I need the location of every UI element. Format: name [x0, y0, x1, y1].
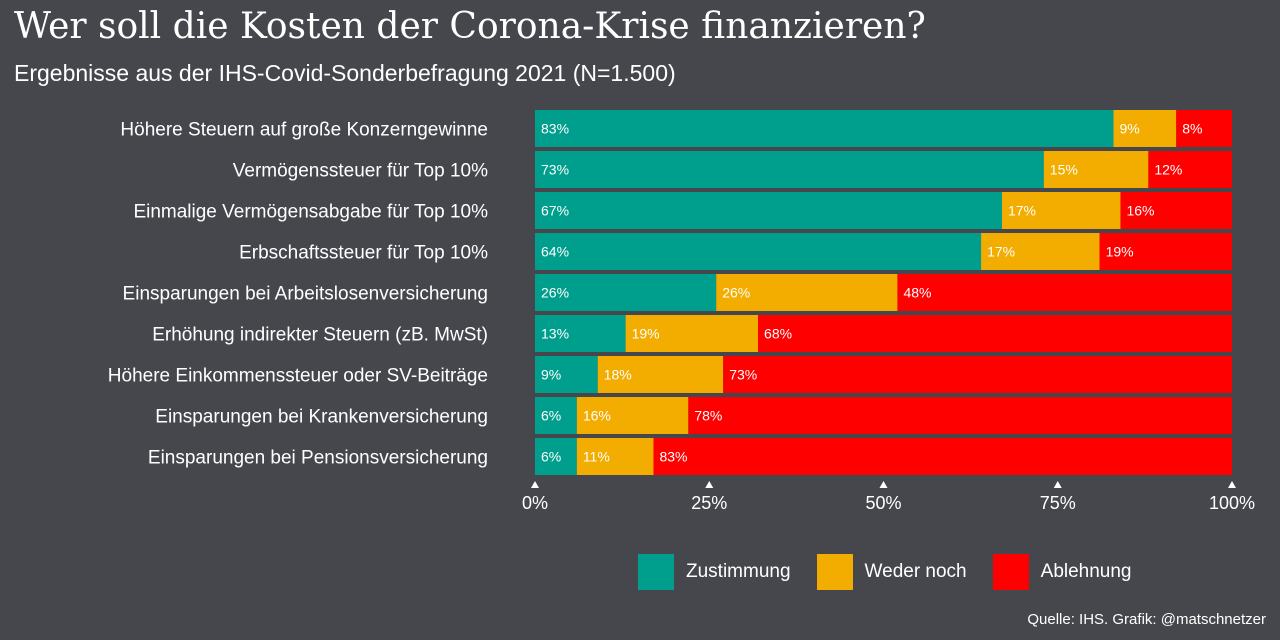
data-label: 73%	[541, 162, 569, 178]
data-label: 83%	[541, 121, 569, 137]
bar-segment-weder-noch	[576, 397, 689, 434]
data-label: 26%	[541, 285, 569, 301]
legend-item-ablehnung: Ablehnung	[992, 554, 1132, 590]
tick-mark	[531, 481, 539, 488]
data-label: 15%	[1050, 162, 1078, 178]
bar-segment-weder-noch	[716, 274, 898, 311]
data-label: 9%	[541, 367, 561, 383]
bar-segment-ablehnung	[1120, 192, 1232, 229]
tick-mark	[879, 481, 888, 488]
tick-mark	[1228, 481, 1236, 488]
bar-segment-weder-noch	[1113, 110, 1177, 147]
chart-subtitle: Ergebnisse aus der IHS-Covid-Sonderbefra…	[14, 60, 676, 86]
category-label: Einmalige Vermögensabgabe für Top 10%	[133, 202, 488, 223]
data-label: 17%	[987, 244, 1015, 260]
legend-label-weder-noch: Weder noch	[864, 561, 967, 582]
category-label: Einsparungen bei Arbeitslosenversicherun…	[123, 284, 488, 305]
data-label: 67%	[541, 203, 569, 219]
bar-segment-zustimmung	[535, 356, 598, 393]
chart-title: Wer soll die Kosten der Corona-Krise fin…	[14, 6, 926, 47]
bar-segment-weder-noch	[1043, 151, 1149, 188]
data-label: 48%	[903, 285, 931, 301]
legend-label-zustimmung: Zustimmung	[686, 561, 791, 582]
legend-swatch-weder-noch	[816, 554, 853, 590]
data-label: 18%	[604, 367, 632, 383]
tick-mark	[705, 481, 714, 488]
bar-segment-weder-noch	[1001, 192, 1121, 229]
bar-segment-ablehnung	[1099, 233, 1232, 270]
data-label: 11%	[583, 449, 610, 465]
bar-segment-zustimmung	[535, 315, 626, 352]
data-label: 19%	[1106, 244, 1134, 260]
bar-segment-ablehnung	[758, 315, 1232, 352]
data-label: 83%	[659, 449, 687, 465]
bar-segment-weder-noch	[597, 356, 724, 393]
category-label: Erhöhung indirekter Steuern (zB. MwSt)	[152, 325, 488, 346]
data-label: 26%	[722, 285, 750, 301]
data-label: 13%	[541, 326, 569, 342]
data-label: 16%	[583, 408, 611, 424]
data-label: 6%	[541, 408, 561, 424]
bar-segment-zustimmung	[535, 233, 982, 270]
data-label: 68%	[764, 326, 792, 342]
category-label: Höhere Einkommenssteuer oder SV-Beiträge	[108, 366, 488, 387]
category-label: Erbschaftssteuer für Top 10%	[239, 243, 488, 264]
data-label: 16%	[1126, 203, 1154, 219]
data-label: 17%	[1008, 203, 1036, 219]
legend: Zustimmung Weder noch Ablehnung	[638, 554, 1158, 590]
bar-segment-ablehnung	[1176, 110, 1232, 147]
data-label: 78%	[694, 408, 722, 424]
legend-item-zustimmung: Zustimmung	[638, 554, 791, 590]
data-label: 19%	[632, 326, 660, 342]
category-label: Einsparungen bei Pensionsversicherung	[148, 448, 488, 469]
bar-segment-zustimmung	[535, 438, 577, 475]
bar-segment-ablehnung	[723, 356, 1232, 393]
data-label: 12%	[1154, 162, 1182, 178]
legend-swatch-zustimmung	[638, 554, 674, 590]
bar-segment-weder-noch	[981, 233, 1100, 270]
bar-segment-weder-noch	[625, 315, 759, 352]
tick-label: 0%	[522, 493, 548, 513]
data-label: 64%	[541, 244, 569, 260]
legend-item-weder-noch: Weder noch	[816, 554, 967, 590]
bar-segment-zustimmung	[535, 110, 1114, 147]
legend-label-ablehnung: Ablehnung	[1040, 561, 1132, 582]
bar-segment-ablehnung	[653, 438, 1232, 475]
bar-segment-ablehnung	[897, 274, 1232, 311]
data-label: 73%	[729, 367, 757, 383]
data-label: 8%	[1182, 121, 1202, 137]
bar-segment-zustimmung	[535, 192, 1002, 229]
bar-segment-ablehnung	[688, 397, 1232, 434]
bar-segment-zustimmung	[535, 397, 577, 434]
data-label: 6%	[541, 449, 561, 465]
bar-segment-weder-noch	[576, 438, 654, 475]
data-label: 9%	[1120, 121, 1140, 137]
category-label: Höhere Steuern auf große Konzerngewinne	[120, 120, 488, 141]
bar-segment-ablehnung	[1148, 151, 1232, 188]
tick-label: 25%	[691, 493, 727, 513]
bar-segment-zustimmung	[535, 151, 1044, 188]
category-label: Einsparungen bei Krankenversicherung	[155, 407, 488, 428]
source-credit: Quelle: IHS. Grafik: @matschnetzer	[1027, 611, 1266, 628]
tick-label: 75%	[1040, 493, 1076, 513]
tick-label: 50%	[865, 493, 901, 513]
bar-segment-zustimmung	[535, 274, 717, 311]
category-label: Vermögenssteuer für Top 10%	[233, 161, 488, 182]
tick-label: 100%	[1209, 493, 1255, 513]
tick-mark	[1053, 481, 1062, 488]
legend-swatch-ablehnung	[992, 554, 1029, 590]
